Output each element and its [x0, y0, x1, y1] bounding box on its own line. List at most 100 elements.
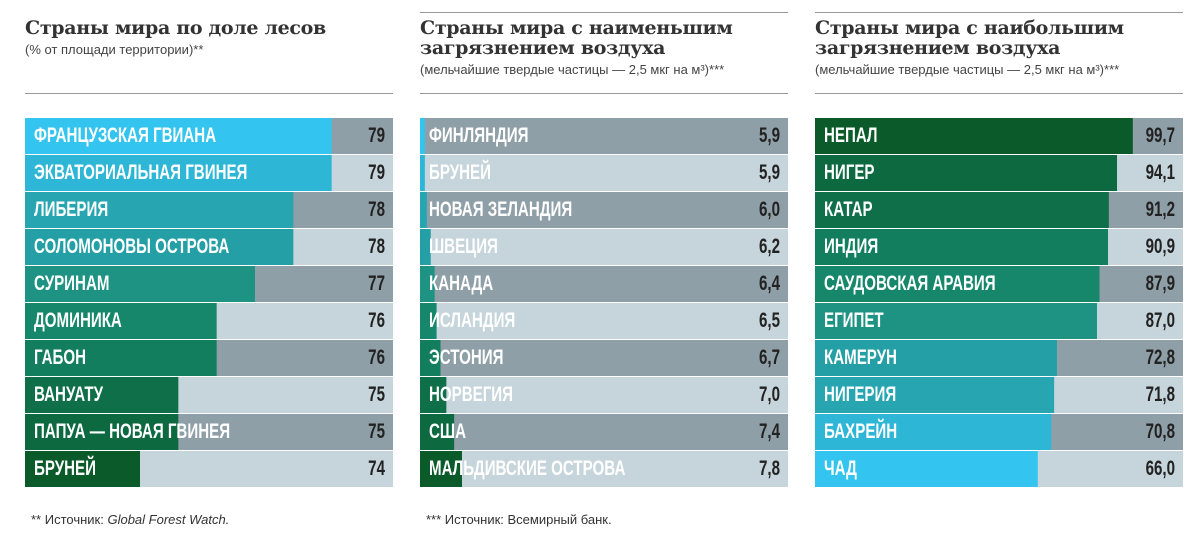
- category-label: ИНДИЯ: [824, 234, 878, 258]
- bottom-rule: [25, 93, 393, 94]
- chart-subtitle: (мельчайшие твердые частицы — 2,5 мкг на…: [815, 62, 1120, 77]
- value-label: 6,2: [759, 234, 780, 258]
- value-label: 76: [368, 345, 385, 369]
- category-label: ФИНЛЯНДИЯ: [429, 123, 529, 147]
- footnote: *** Источник: Всемирный банк.: [426, 512, 612, 527]
- value-label: 94,1: [1146, 160, 1175, 184]
- value-label: 71,8: [1146, 382, 1175, 406]
- category-label: БРУНЕЙ: [429, 160, 491, 184]
- chart-title-block: Страны мира по доле лесов (% от площади т…: [25, 18, 397, 60]
- category-label: СОЛОМОНОВЫ ОСТРОВА: [34, 234, 229, 258]
- bar: [25, 229, 294, 265]
- category-label: БРУНЕЙ: [34, 456, 96, 480]
- category-label: США: [429, 419, 466, 443]
- bar: [815, 192, 1109, 228]
- category-label: ВАНУАТУ: [34, 382, 104, 406]
- value-label: 76: [368, 308, 385, 332]
- bar: [420, 118, 425, 154]
- category-label: КАМЕРУН: [824, 345, 897, 369]
- value-label: 7,8: [759, 456, 780, 480]
- category-label: НИГЕР: [824, 160, 874, 184]
- value-label: 87,9: [1146, 271, 1175, 295]
- bar: [815, 377, 1055, 413]
- bar: [25, 266, 255, 302]
- chart-title-block: Страны мира с наибольшим загрязнением во…: [815, 18, 1187, 80]
- value-label: 91,2: [1146, 197, 1175, 221]
- value-label: 79: [368, 160, 385, 184]
- category-label: САУДОВСКАЯ АРАВИЯ: [824, 271, 996, 295]
- row-background: [420, 340, 788, 376]
- chart-title: Страны мира с наибольшим загрязнением во…: [815, 17, 1124, 59]
- chart-title: Страны мира с наименьшим загрязнением во…: [420, 17, 733, 59]
- category-label: КАНАДА: [429, 271, 493, 295]
- row-background: [420, 118, 788, 154]
- bottom-rule: [815, 93, 1183, 94]
- category-label: ЕГИПЕТ: [824, 308, 884, 332]
- bar: [815, 340, 1057, 376]
- bar: [815, 414, 1052, 450]
- bar: [420, 266, 435, 302]
- value-label: 6,7: [759, 345, 780, 369]
- bar: [815, 451, 1038, 487]
- chart-subtitle: (% от площади территории)**: [25, 42, 204, 57]
- bar: [815, 118, 1133, 154]
- category-label: ЭСТОНИЯ: [429, 345, 504, 369]
- bar: [420, 192, 427, 228]
- category-label: ЛИБЕРИЯ: [34, 197, 108, 221]
- category-label: ЭКВАТОРИАЛЬНАЯ ГВИНЕЯ: [34, 160, 247, 184]
- row-background: [420, 192, 788, 228]
- category-label: ЧАД: [824, 456, 857, 480]
- row-background: [420, 303, 788, 339]
- category-label: ДОМИНИКА: [34, 308, 122, 332]
- row-background: [420, 229, 788, 265]
- row-background: [420, 377, 788, 413]
- value-label: 75: [368, 419, 385, 443]
- category-label: НОВАЯ ЗЕЛАНДИЯ: [429, 197, 572, 221]
- footnote: ** Источник: Global Forest Watch.: [31, 512, 229, 527]
- category-label: ШВЕЦИЯ: [429, 234, 498, 258]
- value-label: 5,9: [759, 123, 780, 147]
- value-label: 6,0: [759, 197, 780, 221]
- value-label: 7,4: [759, 419, 781, 443]
- value-label: 87,0: [1146, 308, 1175, 332]
- bottom-rule: [420, 93, 788, 94]
- bar: [815, 266, 1100, 302]
- value-label: 75: [368, 382, 385, 406]
- bar: [25, 414, 179, 450]
- bar: [815, 303, 1097, 339]
- chart-title: Страны мира по доле лесов: [25, 17, 326, 39]
- value-label: 74: [368, 456, 385, 480]
- bar: [25, 155, 332, 191]
- footnote-source: Global Forest Watch.: [107, 512, 230, 527]
- value-label: 70,8: [1146, 419, 1175, 443]
- category-label: КАТАР: [824, 197, 873, 221]
- bar: [420, 414, 455, 450]
- value-label: 72,8: [1146, 345, 1175, 369]
- value-label: 90,9: [1146, 234, 1175, 258]
- bar: [420, 303, 437, 339]
- bar: [420, 451, 462, 487]
- footnote-text: ** Источник:: [31, 512, 104, 527]
- category-label: НЕПАЛ: [824, 123, 878, 147]
- value-label: 99,7: [1146, 123, 1175, 147]
- category-label: НОРВЕГИЯ: [429, 382, 513, 406]
- bar: [420, 155, 425, 191]
- value-label: 78: [368, 234, 385, 258]
- chart-subtitle: (мельчайшие твердые частицы — 2,5 мкг на…: [420, 62, 725, 77]
- value-label: 6,5: [759, 308, 780, 332]
- row-background: [420, 451, 788, 487]
- category-label: ГАБОН: [34, 345, 86, 369]
- bar: [815, 229, 1108, 265]
- category-label: ПАПУА — НОВАЯ ГВИНЕЯ: [34, 419, 230, 443]
- category-label: ФРАНЦУЗСКАЯ ГВИАНА: [34, 123, 216, 147]
- bar: [25, 303, 217, 339]
- bar: [25, 340, 217, 376]
- value-label: 6,4: [759, 271, 781, 295]
- value-label: 77: [368, 271, 385, 295]
- category-label: ИСЛАНДИЯ: [429, 308, 515, 332]
- bar: [420, 229, 431, 265]
- value-label: 78: [368, 197, 385, 221]
- value-label: 79: [368, 123, 385, 147]
